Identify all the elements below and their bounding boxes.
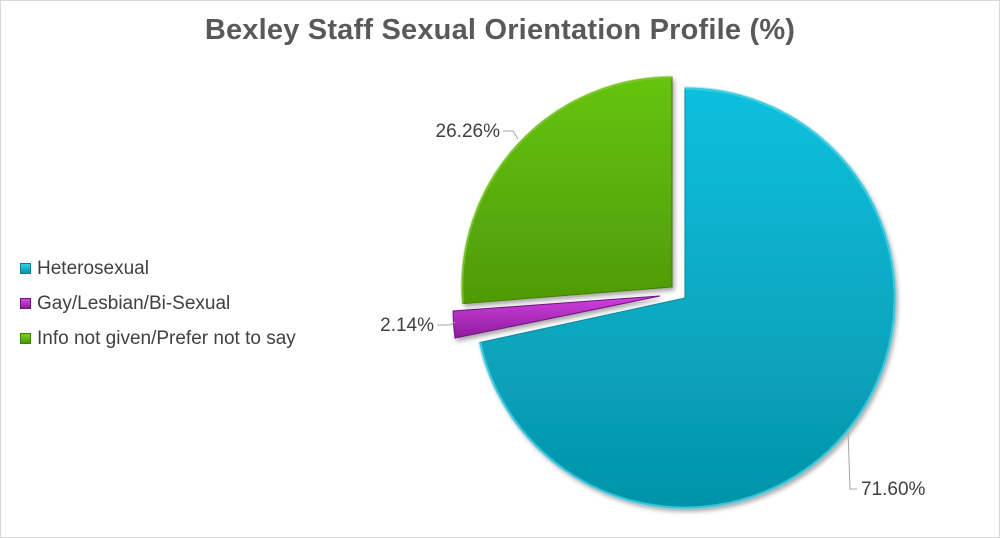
leader-line-hetero (847, 429, 857, 490)
legend-label: Info not given/Prefer not to say (37, 327, 296, 349)
legend-swatch-icon (20, 298, 31, 309)
legend-item-heterosexual[interactable]: Heterosexual (20, 251, 296, 286)
slice-info-not-given[interactable] (461, 76, 673, 305)
data-label-hetero: 71.60% (861, 479, 926, 500)
legend-swatch-icon (20, 263, 31, 274)
slice-heterosexual-bevel (478, 86, 897, 510)
legend-label: Heterosexual (37, 257, 149, 279)
chart-legend: Heterosexual Gay/Lesbian/Bi-Sexual Info … (20, 251, 296, 356)
leader-line-info (503, 130, 519, 140)
legend-item-info-not-given[interactable]: Info not given/Prefer not to say (20, 321, 296, 356)
legend-label: Gay/Lesbian/Bi-Sexual (37, 292, 231, 314)
legend-swatch-icon (20, 333, 31, 344)
slice-gay-lesbian-bisexual[interactable] (452, 295, 661, 339)
chart-title: Bexley Staff Sexual Orientation Profile … (204, 14, 796, 46)
data-label-info: 26.26% (436, 121, 501, 142)
data-label-gay: 2.14% (380, 315, 434, 336)
leader-line-gay (437, 321, 456, 326)
slice-info-bevel (460, 75, 673, 304)
legend-item-gay-lesbian-bisexual[interactable]: Gay/Lesbian/Bi-Sexual (20, 286, 296, 321)
